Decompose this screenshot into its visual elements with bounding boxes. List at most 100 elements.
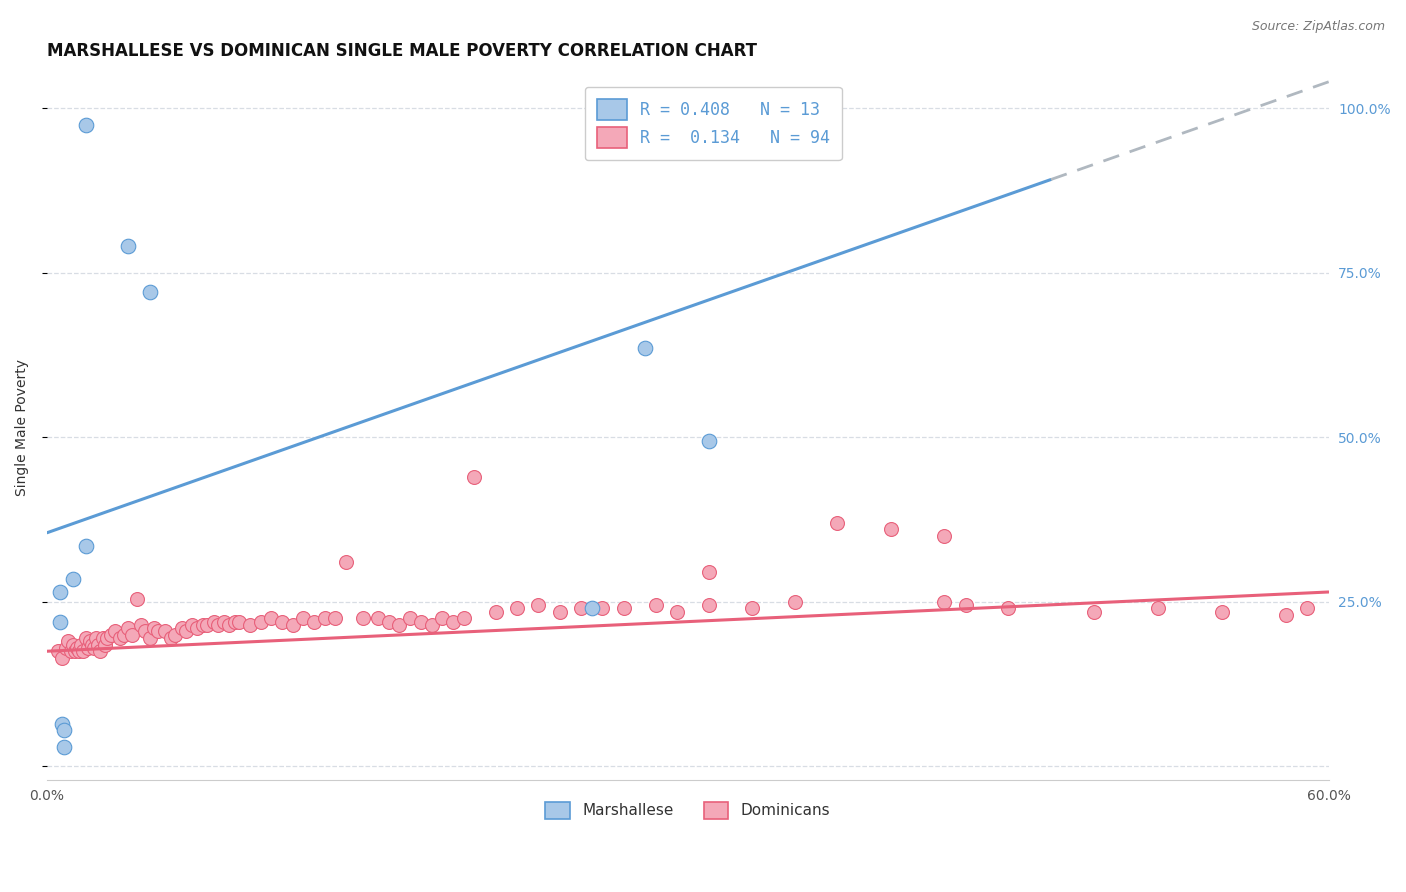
Point bbox=[783, 595, 806, 609]
Point bbox=[195, 618, 218, 632]
Point bbox=[84, 631, 107, 645]
Point bbox=[191, 618, 214, 632]
Point bbox=[527, 598, 550, 612]
Point bbox=[260, 611, 283, 625]
Legend: Marshallese, Dominicans: Marshallese, Dominicans bbox=[540, 796, 837, 825]
Point bbox=[453, 611, 475, 625]
Point bbox=[827, 516, 849, 530]
Point bbox=[1275, 607, 1298, 622]
Point bbox=[934, 529, 956, 543]
Point bbox=[63, 644, 86, 658]
Point bbox=[66, 640, 89, 655]
Point bbox=[202, 615, 225, 629]
Point bbox=[463, 470, 485, 484]
Point bbox=[955, 598, 977, 612]
Point bbox=[1146, 601, 1168, 615]
Point bbox=[153, 624, 176, 639]
Point bbox=[934, 595, 956, 609]
Point bbox=[174, 624, 197, 639]
Text: Source: ZipAtlas.com: Source: ZipAtlas.com bbox=[1251, 20, 1385, 33]
Point bbox=[186, 621, 208, 635]
Point bbox=[181, 618, 204, 632]
Point bbox=[591, 601, 613, 615]
Point bbox=[697, 434, 720, 448]
Point bbox=[484, 605, 506, 619]
Point bbox=[644, 598, 666, 612]
Point bbox=[75, 539, 97, 553]
Point bbox=[62, 638, 84, 652]
Point bbox=[302, 615, 325, 629]
Point bbox=[399, 611, 422, 625]
Point bbox=[75, 631, 97, 645]
Point bbox=[581, 601, 603, 615]
Point bbox=[70, 638, 93, 652]
Point bbox=[104, 624, 127, 639]
Point bbox=[142, 621, 165, 635]
Point bbox=[112, 628, 135, 642]
Point bbox=[96, 631, 118, 645]
Point bbox=[388, 618, 411, 632]
Point bbox=[409, 615, 432, 629]
Point bbox=[138, 631, 160, 645]
Point bbox=[218, 618, 240, 632]
Point bbox=[228, 615, 250, 629]
Point bbox=[314, 611, 336, 625]
Point bbox=[55, 640, 77, 655]
Point bbox=[569, 601, 592, 615]
Point bbox=[1296, 601, 1319, 615]
Point bbox=[91, 631, 114, 645]
Point bbox=[108, 631, 131, 645]
Point bbox=[67, 644, 90, 658]
Point bbox=[741, 601, 763, 615]
Point bbox=[697, 598, 720, 612]
Point bbox=[1211, 605, 1233, 619]
Point bbox=[117, 239, 139, 253]
Point bbox=[1083, 605, 1105, 619]
Point bbox=[80, 638, 103, 652]
Point bbox=[46, 644, 69, 658]
Point bbox=[224, 615, 246, 629]
Point bbox=[49, 615, 72, 629]
Point bbox=[271, 615, 294, 629]
Point bbox=[378, 615, 401, 629]
Point bbox=[697, 566, 720, 580]
Point bbox=[138, 285, 160, 300]
Point bbox=[207, 618, 229, 632]
Point bbox=[997, 601, 1019, 615]
Point bbox=[239, 618, 262, 632]
Point bbox=[125, 591, 148, 606]
Point bbox=[420, 618, 443, 632]
Point bbox=[58, 634, 80, 648]
Point bbox=[281, 618, 304, 632]
Point bbox=[146, 624, 169, 639]
Point bbox=[880, 523, 903, 537]
Point bbox=[53, 739, 76, 754]
Point bbox=[160, 631, 183, 645]
Point bbox=[292, 611, 315, 625]
Point bbox=[170, 621, 193, 635]
Point bbox=[53, 723, 76, 738]
Point bbox=[548, 605, 571, 619]
Point bbox=[89, 644, 111, 658]
Point bbox=[335, 555, 357, 569]
Point bbox=[129, 618, 152, 632]
Point bbox=[121, 628, 143, 642]
Point bbox=[79, 634, 101, 648]
Point bbox=[87, 638, 110, 652]
Point bbox=[51, 716, 73, 731]
Point bbox=[75, 118, 97, 132]
Point bbox=[49, 585, 72, 599]
Point bbox=[249, 615, 271, 629]
Point bbox=[634, 342, 657, 356]
Point bbox=[83, 640, 105, 655]
Point bbox=[62, 572, 84, 586]
Point bbox=[51, 650, 73, 665]
Point bbox=[441, 615, 464, 629]
Point bbox=[59, 644, 82, 658]
Point bbox=[325, 611, 347, 625]
Point bbox=[613, 601, 636, 615]
Point bbox=[134, 624, 156, 639]
Point bbox=[352, 611, 374, 625]
Point bbox=[76, 640, 98, 655]
Point bbox=[214, 615, 236, 629]
